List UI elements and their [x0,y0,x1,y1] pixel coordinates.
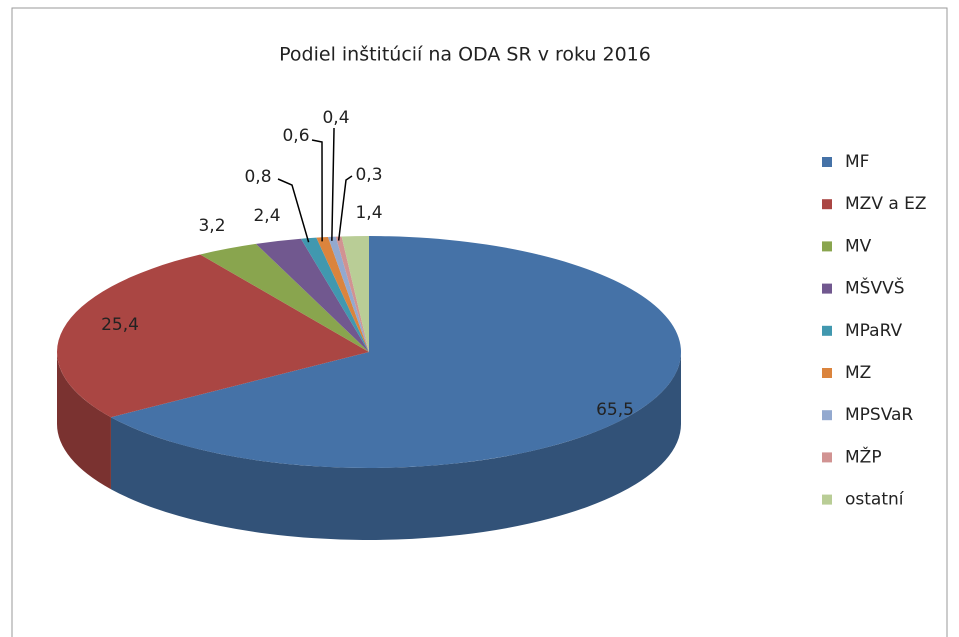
slice-side [110,352,681,540]
data-label: 25,4 [101,315,139,335]
legend-label: MPSVaR [845,405,913,425]
slice [200,243,369,352]
leader-line [277,178,310,243]
data-label: 0,8 [244,167,271,187]
slice [335,236,369,352]
slice [341,236,369,352]
slice [300,237,369,352]
leader-line [311,139,323,242]
leader-line [331,128,335,241]
legend-swatch [822,368,832,378]
legend-swatch [822,157,832,167]
data-label: 65,5 [596,400,634,420]
legend-label: MZ [845,363,871,383]
data-label: 0,3 [355,165,382,185]
data-label: 3,2 [198,216,225,236]
legend-label: MV [845,236,872,256]
legend-label: ostatní [845,490,905,510]
legend-label: MF [845,152,869,172]
legend-label: MŠVVŠ [845,277,905,299]
leader-line [337,175,353,241]
legend-label: MŽP [845,445,882,467]
slice [110,236,682,468]
slice [255,238,369,352]
slice [327,236,369,352]
chart-frame [11,7,948,637]
legend-swatch [822,241,832,252]
chart-title: Podiel inštitúcií na ODA SR v roku 2016 [279,44,651,66]
legend-label: MZV a EZ [845,194,927,214]
legend-swatch [822,199,832,210]
legend-label: MPaRV [845,321,902,341]
slice [316,237,369,352]
data-label: 0,4 [322,108,349,128]
legend-swatch [822,410,832,421]
legend-swatch [822,325,832,336]
slice [57,254,369,418]
data-label: 1,4 [355,203,382,223]
data-label: 2,4 [253,206,280,226]
legend-swatch [822,494,832,505]
slice-side [57,352,111,490]
legend-swatch [822,452,832,463]
data-label: 0,6 [282,126,309,146]
legend-swatch [822,283,832,294]
